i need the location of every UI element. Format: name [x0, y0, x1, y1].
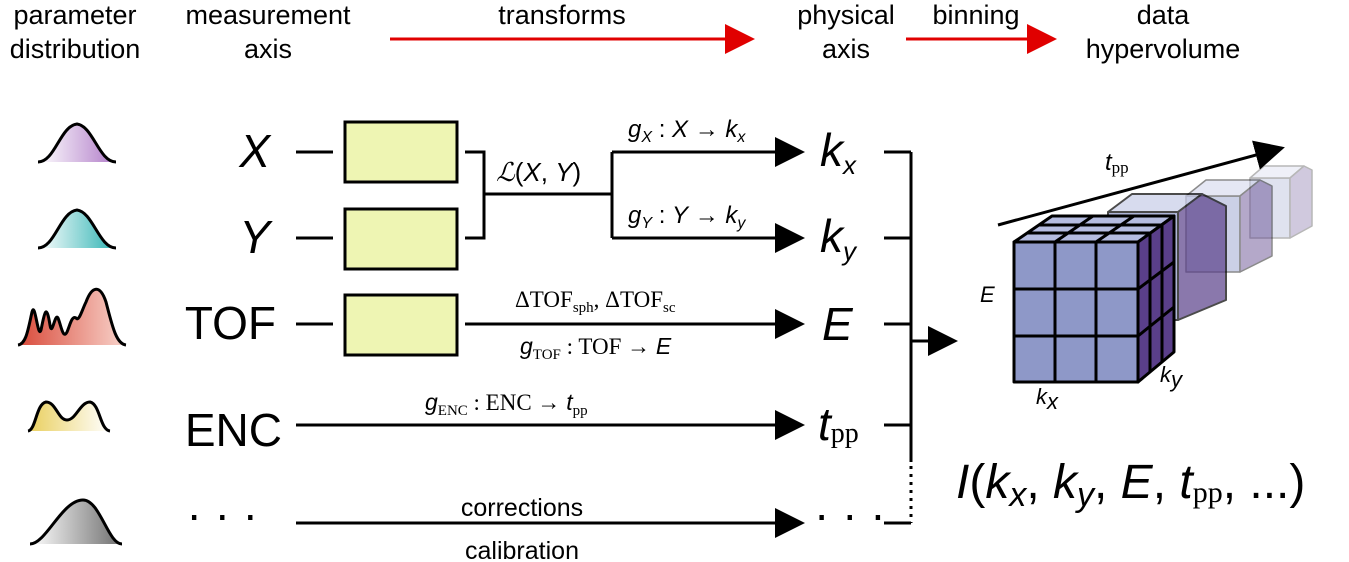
distribution-other-icon	[30, 500, 122, 544]
gx-label: gX : X → kx	[628, 116, 746, 146]
physical-tpp-label: tpp	[818, 398, 859, 450]
cube-ky-label: ky	[1160, 362, 1184, 392]
joint-label: ℒ(X, Y)	[496, 157, 581, 187]
transform-annotations: ℒ(X, Y) gX : X → kx gY : Y → ky ΔTOFsph,…	[425, 116, 746, 562]
physical-ky-label: ky	[820, 210, 858, 266]
dtof-label: ΔTOFsph, ΔTOFsc	[515, 287, 676, 316]
transform-boxes	[343, 120, 459, 357]
binning-bracket	[884, 150, 958, 525]
distribution-y-icon	[38, 210, 116, 248]
hypervolume-cubes: tpp	[980, 140, 1313, 414]
headers: parameter distribution measurement axis …	[10, 0, 1241, 64]
header-measurement-line2: axis	[244, 34, 292, 64]
connectors	[296, 137, 805, 538]
header-parameter-line2: distribution	[10, 34, 141, 64]
transform-box-y	[343, 207, 459, 271]
transform-box-x	[343, 120, 459, 184]
hypervolume-formula: I(kx, ky, E, tpp, ...)	[956, 456, 1305, 514]
physical-e-label: E	[822, 298, 854, 350]
tpp-arrow	[997, 140, 1285, 227]
cube-kx-label: kx	[1036, 384, 1059, 414]
distribution-tof-icon	[18, 289, 126, 345]
cube-e-label: E	[980, 282, 995, 307]
header-parameter-line1: parameter	[13, 0, 136, 30]
gtof-label: gTOF : TOF → E	[520, 333, 672, 363]
physical-dots-label: · · ·	[814, 488, 886, 540]
cube-tpp-label: tpp	[1105, 149, 1129, 177]
distribution-enc-icon	[28, 402, 110, 431]
measure-dashes	[296, 150, 333, 326]
header-transforms: transforms	[498, 0, 626, 30]
header-physical-line1: physical	[797, 0, 895, 30]
measure-tof-label: TOF	[185, 297, 276, 349]
measure-dots-label: · · ·	[186, 488, 258, 540]
measure-enc-label: ENC	[185, 404, 282, 456]
gy-label: gY : Y → ky	[628, 202, 746, 232]
corrections-label: corrections	[461, 494, 583, 522]
measure-y-label: Y	[239, 211, 273, 263]
header-data-line2: hypervolume	[1086, 34, 1241, 64]
physical-labels: kx ky E tpp · · ·	[814, 124, 886, 540]
header-data-line1: data	[1137, 0, 1191, 30]
genc-label: gENC : ENC → tpp	[425, 389, 588, 419]
distribution-x-icon	[38, 124, 116, 162]
calibration-label: calibration	[465, 537, 579, 562]
measure-x-label: X	[238, 125, 272, 177]
distribution-icons	[17, 122, 127, 546]
measurement-labels: X Y TOF ENC · · ·	[185, 125, 282, 540]
transform-box-tof	[343, 293, 459, 357]
header-binning: binning	[932, 0, 1019, 30]
header-measurement-line1: measurement	[185, 0, 351, 30]
physical-kx-label: kx	[820, 124, 857, 180]
cube-front	[1012, 214, 1176, 384]
header-physical-line2: axis	[822, 34, 870, 64]
cube-4	[1249, 165, 1313, 239]
